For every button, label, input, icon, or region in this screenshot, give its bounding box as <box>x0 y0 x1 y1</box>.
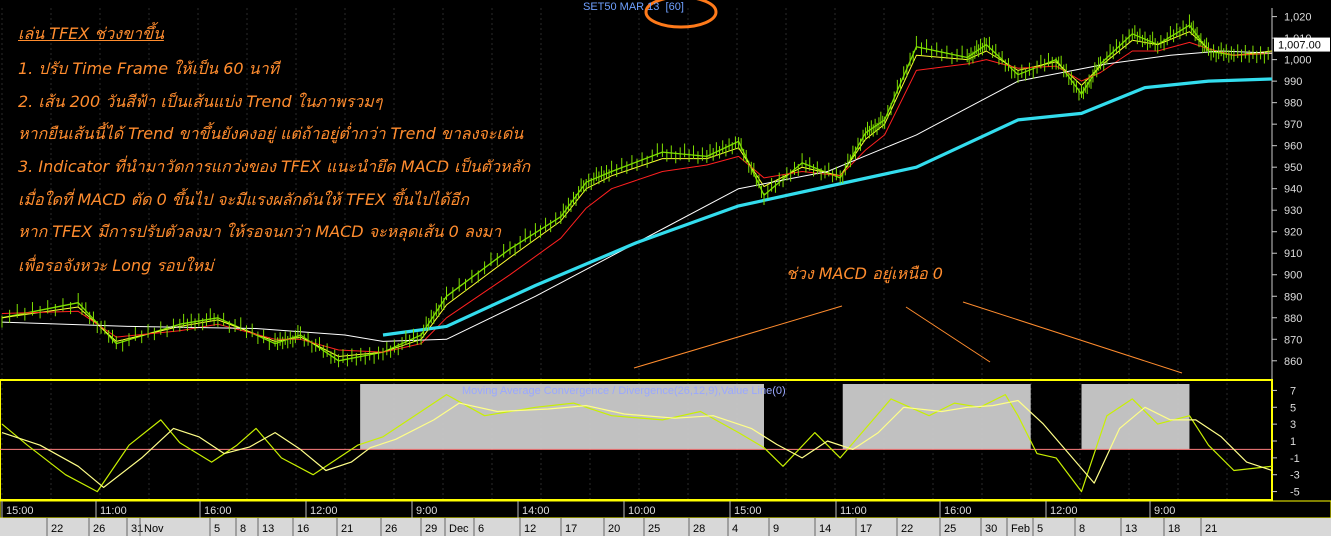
time-axis-hour-label: 12:00 <box>310 505 338 517</box>
macd-axis-label: -1 <box>1290 453 1300 465</box>
annotation-line-6: หาก TFEX มีการปรับตัวลงมา ให้รอจนกว่า MA… <box>18 222 502 241</box>
macd-axis-label: -5 <box>1290 487 1300 499</box>
annotation-line-3: หากยืนเส้นนี้ได้ Trend ขาขึ้นยังคงอยู่ แ… <box>18 124 524 143</box>
macd-axis-label: 1 <box>1290 436 1296 448</box>
macd-line <box>1 394 1273 493</box>
time-axis-date-label: 25 <box>648 523 660 535</box>
annotation-line-4-text: 3. Indicator ที่นำมาวัดการแกว่งของ TFEX … <box>18 157 531 176</box>
price-axis-label: 920 <box>1284 227 1302 239</box>
macd-title: Moving Average Convergence / Divergence(… <box>462 385 786 397</box>
time-axis-date-label: Dec <box>449 523 469 535</box>
price-axis-label: 1,020 <box>1284 12 1312 24</box>
price-axis-label: 900 <box>1284 270 1302 282</box>
annotation-line-7: เพื่อรอจังหวะ Long รอบใหม่ <box>18 256 214 275</box>
time-axis-date-label: 4 <box>732 523 738 535</box>
price-axis-label: 870 <box>1284 334 1302 346</box>
time-axis-hour-label: 12:00 <box>1050 505 1078 517</box>
annotation-line-5: เมื่อใดที่ MACD ตัด 0 ขึ้นไป จะมีแรงผลัก… <box>18 190 469 209</box>
price-axis-label: 890 <box>1284 291 1302 303</box>
time-axis-date-label: 5 <box>214 523 220 535</box>
time-axis-date-label: 26 <box>93 523 105 535</box>
time-axis-date-label: 29 <box>425 523 437 535</box>
time-axis-date-label: 8 <box>1079 523 1085 535</box>
chart-title: SET50 MAR 13 <box>583 1 660 13</box>
time-axis-hour-label: 16:00 <box>944 505 972 517</box>
time-axis-date-label: 22 <box>901 523 913 535</box>
time-axis-date-label: 13 <box>262 523 274 535</box>
annotation-macd-above-zero: ช่วง MACD อยู่เหนือ 0 <box>786 264 943 283</box>
time-axis-date-label: 17 <box>565 523 577 535</box>
macd-axis-label: 3 <box>1290 419 1296 431</box>
time-axis-date-label: 30 <box>985 523 997 535</box>
annotation-pointer-line <box>905 306 991 363</box>
time-axis-date-label: 17 <box>860 523 872 535</box>
price-axis-label: 910 <box>1284 248 1302 260</box>
annotation-pointer-line <box>962 301 1183 374</box>
annotation-line-2: 2. เส้น 200 วันสีฟ้า เป็นเส้นแบ่ง Trend … <box>18 92 383 111</box>
price-axis-label: 880 <box>1284 313 1302 325</box>
time-axis-hour-label: 16:00 <box>204 505 232 517</box>
time-axis-date-label: 21 <box>341 523 353 535</box>
time-axis-date-label: 5 <box>1037 523 1043 535</box>
time-axis-date-label: Feb <box>1011 523 1030 535</box>
price-axis-label: 930 <box>1284 205 1302 217</box>
time-axis-date-label: Nov <box>144 523 164 535</box>
macd-indicator-label: Moving Average Convergence / Divergence(… <box>462 385 786 397</box>
time-axis-date-label: 18 <box>1168 523 1180 535</box>
chart-title-bar: SET50 MAR 13 [60] <box>583 1 684 13</box>
macd-axis-label: 5 <box>1290 402 1296 414</box>
price-axis-label: 960 <box>1284 141 1302 153</box>
macd-signal-line <box>1 399 1273 488</box>
macd-axis-label: -3 <box>1290 470 1300 482</box>
price-axis-label: 1,000 <box>1284 55 1312 67</box>
time-axis-date-label: 13 <box>1125 523 1137 535</box>
time-axis-hour-label: 14:00 <box>522 505 550 517</box>
timeframe-highlight-ellipse <box>644 0 718 29</box>
price-axis-label: 860 <box>1284 356 1302 368</box>
macd-above-zero-highlight <box>1081 384 1190 450</box>
time-axis-date-label: 16 <box>297 523 309 535</box>
time-axis-date-label: 6 <box>478 523 484 535</box>
macd-axis-label: 7 <box>1290 385 1296 397</box>
ma-200-line <box>382 77 1273 337</box>
time-axis-hour-label: 15:00 <box>6 505 34 517</box>
time-axis-hour-label: 11:00 <box>100 505 127 517</box>
price-axis-label: 980 <box>1284 98 1302 110</box>
time-axis-date-label: 20 <box>608 523 620 535</box>
time-axis-date-label: 8 <box>240 523 246 535</box>
time-axis-hour-label: 10:00 <box>628 505 656 517</box>
time-axis-date-label: 26 <box>385 523 397 535</box>
annotation-line-4: 3. Indicator ที่นำมาวัดการแกว่งของ TFEX … <box>18 155 530 180</box>
time-axis-date-label: 12 <box>524 523 536 535</box>
time-axis-date-label: 14 <box>819 523 831 535</box>
annotation-pointer-line <box>633 305 843 369</box>
time-axis-hour-label: 15:00 <box>734 505 762 517</box>
timeframe-label[interactable]: [60] <box>665 1 684 13</box>
macd-panel-border <box>0 379 1273 501</box>
time-axis-date-label: 22 <box>51 523 63 535</box>
annotation-heading: เล่น TFEX ช่วงขาขึ้น <box>18 24 164 43</box>
time-axis-date-label: 28 <box>693 523 705 535</box>
time-axis-date-label: 31 <box>131 523 143 535</box>
time-axis-dates-bar <box>0 518 1331 536</box>
price-axis-label: 950 <box>1284 162 1302 174</box>
last-price-label: 1,007.00 <box>1278 40 1321 52</box>
price-axis-label: 990 <box>1284 76 1302 88</box>
price-axis-label: 970 <box>1284 119 1302 131</box>
macd-above-zero-highlight <box>842 384 1031 450</box>
time-axis-date-label: 25 <box>944 523 956 535</box>
time-axis-hour-label: 9:00 <box>1154 505 1175 517</box>
last-price-box <box>1274 37 1330 52</box>
time-axis-hour-label: 11:00 <box>840 505 867 517</box>
time-axis-hour-label: 9:00 <box>416 505 437 517</box>
price-axis-label: 940 <box>1284 184 1302 196</box>
time-axis-date-label: 21 <box>1205 523 1217 535</box>
time-axis-date-label: 9 <box>773 523 779 535</box>
annotation-line-1: 1. ปรับ Time Frame ให้เป็น 60 นาที <box>18 59 280 78</box>
